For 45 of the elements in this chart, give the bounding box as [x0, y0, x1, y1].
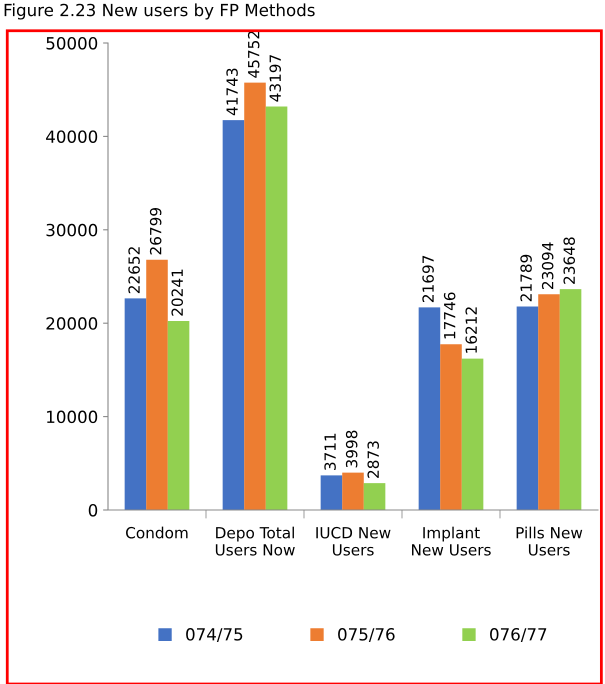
chart-title: Figure 2.23 New users by FP Methods: [4, 3, 315, 20]
data-label: 2873: [367, 441, 379, 478]
legend-label: 074/75: [186, 628, 242, 642]
data-label: 23648: [563, 237, 575, 284]
y-tick-label: 30000: [46, 224, 98, 236]
data-label: 3998: [346, 430, 358, 468]
bar: [560, 289, 582, 510]
bar: [364, 483, 386, 510]
x-tick-label: IUCD New Users: [316, 526, 391, 556]
bar: [168, 320, 190, 510]
bar: [342, 472, 364, 510]
bar: [462, 358, 484, 510]
bar: [266, 106, 288, 510]
y-tick-label: 10000: [47, 410, 98, 424]
legend-label: 076/77: [490, 628, 546, 642]
data-label: 21789: [520, 254, 532, 302]
y-tick-label: 20000: [46, 317, 98, 330]
x-tick-label: Depo Total Users Now: [216, 526, 295, 556]
x-tick-label: Implant New Users: [412, 526, 491, 556]
data-label: 22652: [128, 247, 140, 294]
y-tick-label: 0: [88, 504, 98, 517]
data-label: 3711: [324, 434, 336, 470]
data-label: 16212: [465, 307, 477, 353]
data-label: 20241: [171, 270, 183, 316]
bar: [320, 475, 342, 510]
data-label: 17746: [444, 292, 456, 338]
y-tick-label: 40000: [46, 130, 98, 143]
data-label: 41743: [226, 68, 238, 116]
data-label: 45752: [248, 31, 260, 78]
data-label: 23094: [542, 242, 554, 290]
data-label: 26799: [150, 208, 162, 254]
bar: [222, 120, 244, 510]
bar: [418, 307, 440, 510]
data-label: 43197: [269, 55, 281, 102]
bar: [440, 344, 462, 510]
y-tick-label: 50000: [46, 36, 98, 50]
legend-label: 075/76: [338, 628, 395, 642]
bar: [124, 298, 146, 510]
bar: [146, 260, 168, 510]
bar: [244, 82, 266, 510]
bar: [516, 306, 538, 510]
bar: [538, 294, 560, 510]
x-tick-label: Pills New Users: [516, 526, 582, 556]
x-tick-label: Condom: [126, 526, 188, 538]
data-label: 21697: [422, 256, 434, 302]
